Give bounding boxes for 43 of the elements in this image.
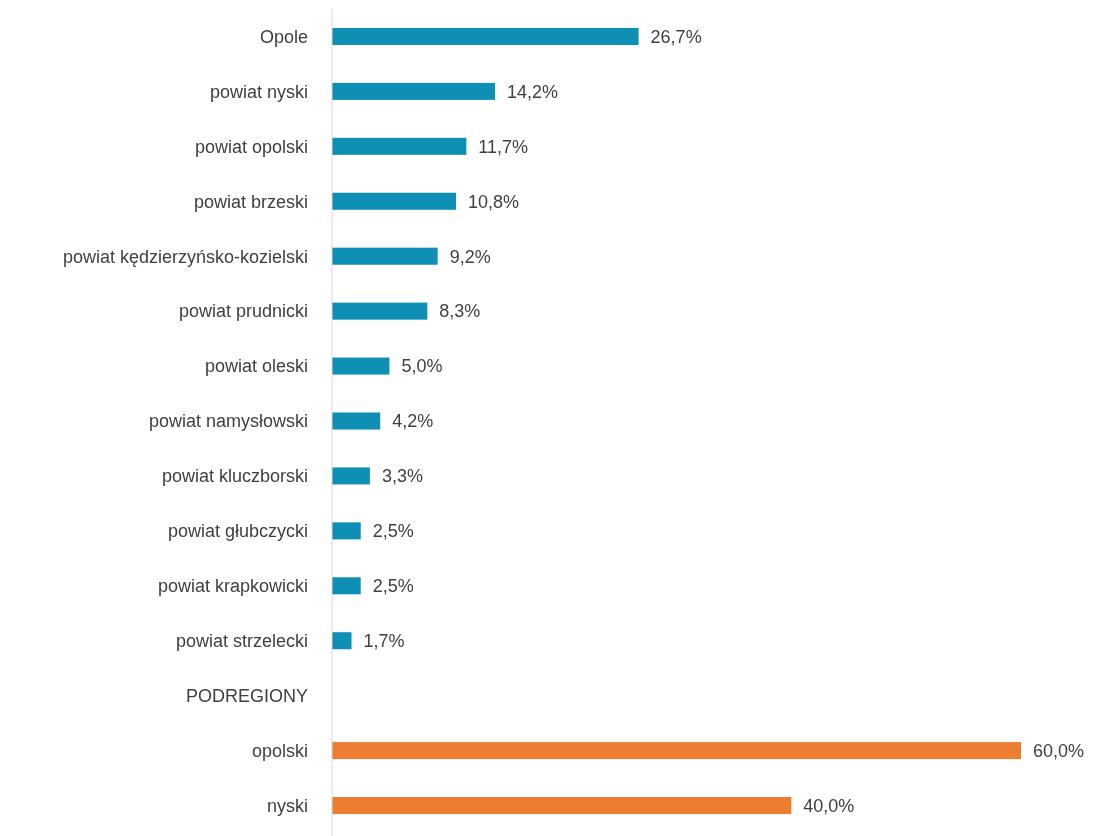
- bar: [332, 247, 438, 265]
- data-label: 3,3%: [381, 466, 423, 487]
- bar: [332, 742, 1021, 760]
- y-tick-label: powiat nyski: [209, 81, 308, 102]
- bar: [332, 467, 370, 485]
- data-label: 26,7%: [650, 26, 702, 47]
- bar: [332, 797, 792, 815]
- bar: [332, 357, 390, 375]
- data-label: 2,5%: [372, 521, 414, 542]
- data-label: 14,2%: [507, 81, 559, 102]
- y-tick-label: powiat brzeski: [193, 191, 308, 212]
- data-label: 2,5%: [372, 576, 414, 597]
- data-label: 40,0%: [803, 795, 855, 816]
- bar: [332, 577, 361, 595]
- bar: [332, 192, 457, 210]
- y-tick-label: Opole: [259, 26, 308, 47]
- data-label: 9,2%: [449, 246, 491, 267]
- y-tick-label: powiat kędzierzyńsko-kozielski: [62, 246, 308, 267]
- data-label: 4,2%: [392, 411, 434, 432]
- bar: [332, 412, 381, 430]
- bar: [332, 632, 352, 650]
- y-tick-label: powiat kluczborski: [161, 466, 308, 487]
- data-label: 60,0%: [1033, 740, 1085, 761]
- data-label: 5,0%: [401, 356, 443, 377]
- data-label: 8,3%: [439, 301, 481, 322]
- bar: [332, 27, 639, 45]
- y-tick-label: powiat opolski: [194, 136, 308, 157]
- bar: [332, 522, 361, 540]
- y-tick-label: powiat strzelecki: [175, 631, 308, 652]
- bar: [332, 137, 467, 155]
- y-tick-label: nyski: [266, 795, 308, 816]
- y-tick-label: opolski: [251, 740, 308, 761]
- data-label: 11,7%: [478, 136, 529, 157]
- y-tick-label: powiat krapkowicki: [157, 576, 308, 597]
- data-label: 1,7%: [363, 631, 405, 652]
- data-label: 10,8%: [468, 191, 520, 212]
- y-tick-label: powiat głubczycki: [167, 521, 308, 542]
- bar: [332, 82, 496, 100]
- y-tick-label: powiat prudnicki: [178, 301, 308, 322]
- y-tick-label: powiat namysłowski: [148, 411, 308, 432]
- y-tick-label: powiat oleski: [204, 356, 308, 377]
- y-tick-label: PODREGIONY: [185, 685, 308, 706]
- bar: [332, 302, 428, 320]
